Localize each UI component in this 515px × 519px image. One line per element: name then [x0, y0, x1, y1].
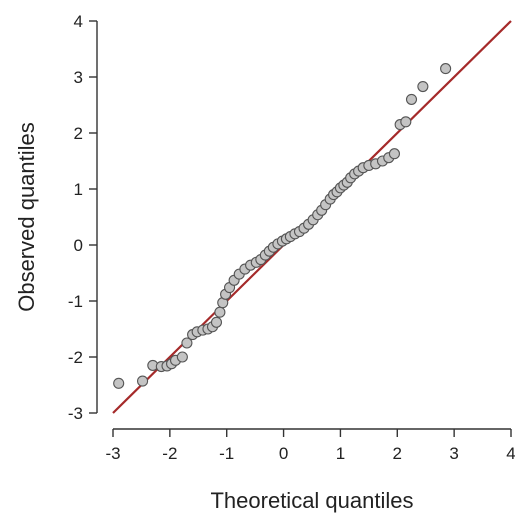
y-tick-label: 0 — [74, 236, 83, 255]
x-tick-label: -3 — [105, 444, 120, 463]
data-point — [181, 337, 193, 349]
y-tick-label: 4 — [74, 12, 83, 31]
data-point — [417, 80, 429, 93]
data-point — [210, 316, 223, 328]
x-tick-label: 4 — [506, 444, 515, 463]
y-tick-label: -2 — [68, 348, 83, 367]
y-tick-label: -3 — [68, 404, 83, 423]
data-points — [113, 63, 452, 389]
x-tick-label: 0 — [279, 444, 288, 463]
x-tick-label: 3 — [449, 444, 458, 463]
data-point — [405, 93, 418, 105]
data-point — [113, 377, 125, 389]
data-point — [214, 306, 226, 318]
data-point — [388, 148, 400, 160]
data-point — [400, 116, 412, 128]
y-tick-label: 1 — [74, 180, 83, 199]
x-axis-title: Theoretical quantiles — [210, 488, 413, 513]
data-point — [440, 63, 452, 75]
data-point — [176, 351, 188, 363]
x-tick-label: 1 — [336, 444, 345, 463]
x-tick-label: -2 — [162, 444, 177, 463]
x-tick-label: -1 — [219, 444, 234, 463]
y-tick-label: -1 — [68, 292, 83, 311]
x-axis: -3 -2 -1 0 1 2 3 4 — [105, 428, 515, 463]
y-axis: -3 -2 -1 0 1 2 3 4 — [68, 12, 98, 423]
data-point — [137, 375, 149, 387]
x-tick-label: 2 — [393, 444, 402, 463]
y-axis-title: Observed quantiles — [14, 122, 39, 312]
y-tick-label: 3 — [74, 68, 83, 87]
y-tick-label: 2 — [74, 124, 83, 143]
